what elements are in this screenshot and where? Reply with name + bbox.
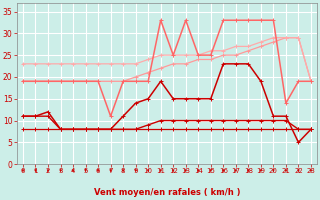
X-axis label: Vent moyen/en rafales ( km/h ): Vent moyen/en rafales ( km/h ) <box>94 188 240 197</box>
